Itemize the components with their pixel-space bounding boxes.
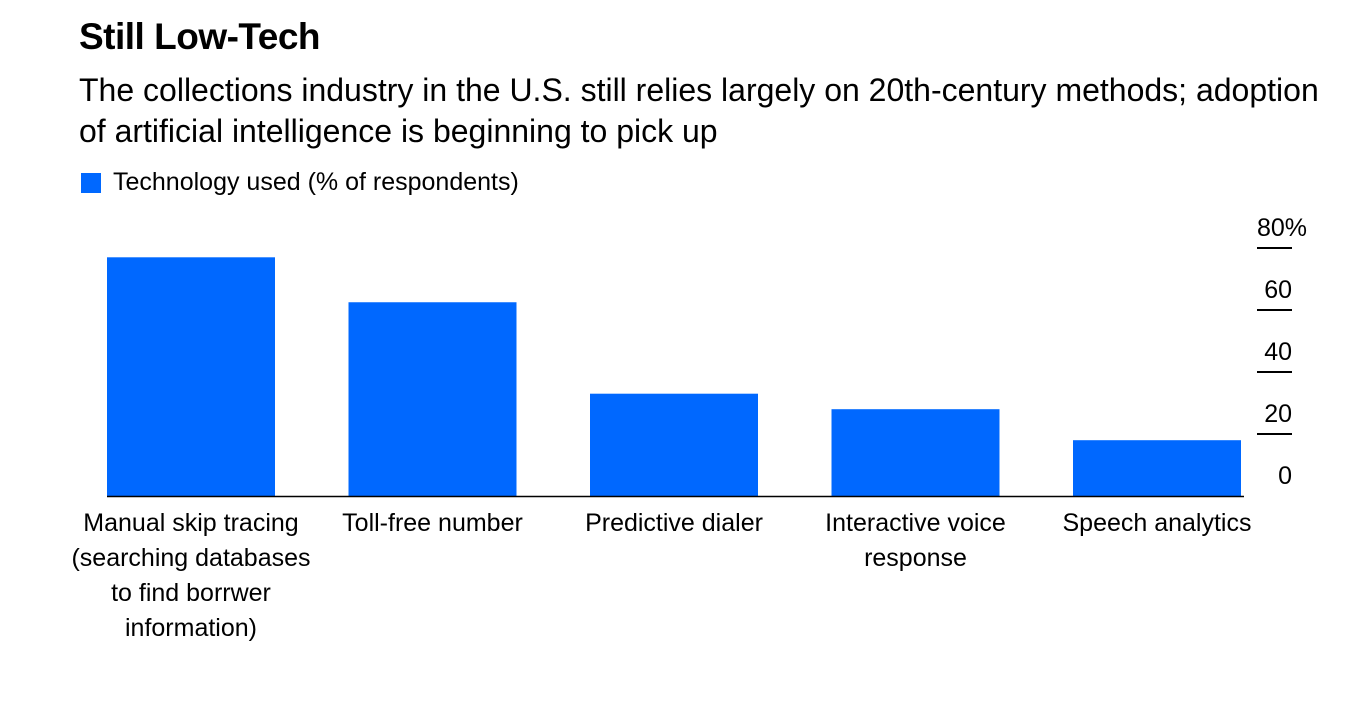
- legend-swatch: [81, 172, 101, 193]
- legend: Technology used (% of respondents): [81, 168, 519, 197]
- category-label-3: Predictive dialer: [585, 509, 763, 537]
- category-label-2: Toll-free number: [342, 509, 523, 537]
- category-label-text: Predictive dialer: [585, 509, 763, 537]
- chart-title: Still Low-Tech: [79, 16, 321, 57]
- bar-5: [1073, 440, 1241, 496]
- y-tick-label-20: 20: [1264, 400, 1292, 428]
- legend-label: Technology used (% of respondents): [113, 168, 519, 196]
- bar-2: [348, 302, 517, 496]
- category-label-text: Toll-free number: [342, 509, 523, 537]
- chart-subtitle: The collections industry in the U.S. sti…: [79, 72, 1319, 149]
- category-label-1: Manual skip tracing (searching databases…: [71, 509, 311, 642]
- y-tick-label-0: 0: [1278, 462, 1292, 490]
- category-label-5: Speech analytics: [1062, 509, 1252, 537]
- y-tick-label-80: 80%: [1257, 214, 1307, 242]
- category-label-text: Manual skip tracing (searching databases…: [71, 509, 311, 642]
- category-label-4: Interactive voice response: [825, 509, 1006, 572]
- y-tick-label-60: 60: [1264, 276, 1292, 304]
- category-label-text: Speech analytics: [1062, 509, 1252, 537]
- category-label-text: Interactive voice response: [825, 509, 1006, 572]
- bar-3: [590, 393, 758, 496]
- bar-4: [831, 409, 1000, 496]
- y-tick-label-40: 40: [1264, 338, 1292, 366]
- bar-1: [107, 257, 275, 496]
